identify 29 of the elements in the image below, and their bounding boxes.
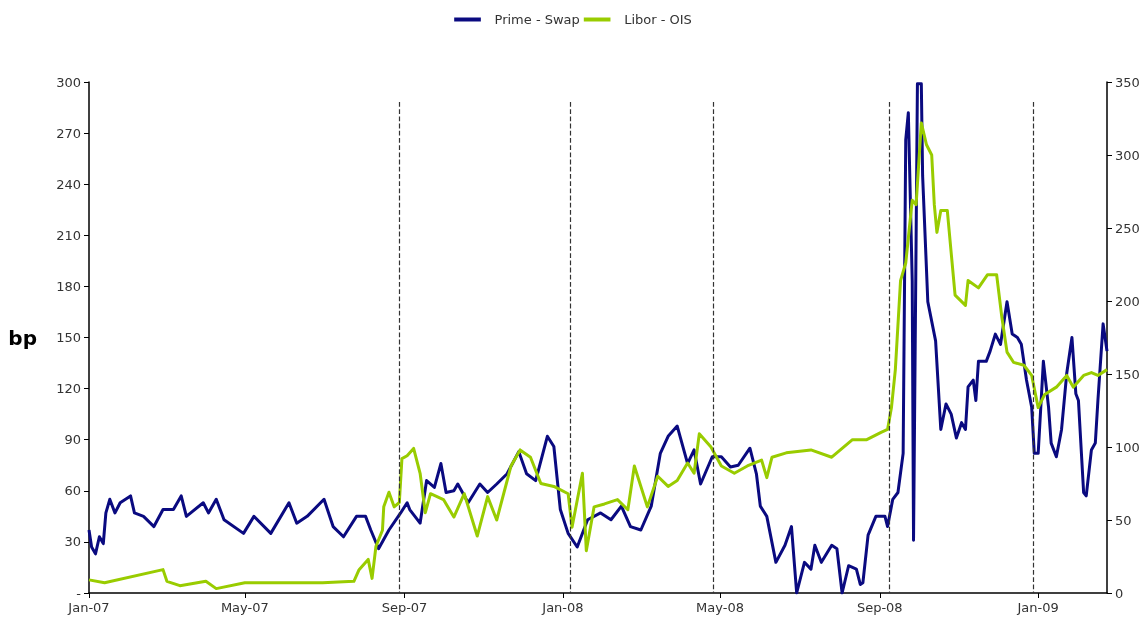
y2-tick-label: 250 bbox=[1115, 220, 1140, 236]
x-tick-label: Sep-08 bbox=[856, 600, 903, 615]
legend-label: Libor - OIS bbox=[624, 12, 692, 27]
y2-tick-label: 200 bbox=[1115, 293, 1140, 309]
y-tick-label: 150 bbox=[56, 330, 81, 345]
y-tick-label: 240 bbox=[56, 176, 81, 192]
y-tick-label: 270 bbox=[56, 125, 81, 141]
y2-tick-label: 150 bbox=[1115, 366, 1140, 382]
x-tick-label: Jan-09 bbox=[1016, 600, 1059, 615]
x-tick-label: Jan-07 bbox=[67, 600, 110, 615]
y2-tick-label: 100 bbox=[1115, 439, 1140, 455]
y-tick-label: 120 bbox=[56, 381, 81, 397]
x-tick-label: May-08 bbox=[696, 600, 744, 615]
y-tick-label: 90 bbox=[64, 432, 81, 448]
y-tick-label: 210 bbox=[56, 227, 81, 243]
legend-label: Prime - Swap bbox=[494, 12, 580, 27]
y2-tick-label: 50 bbox=[1115, 512, 1132, 528]
x-tick-label: May-07 bbox=[220, 600, 269, 615]
y-tick-label: - bbox=[76, 585, 82, 601]
y-tick-label: 30 bbox=[64, 534, 81, 550]
y-axis-title: bp bbox=[8, 325, 37, 350]
x-tick-label: Jan-08 bbox=[541, 600, 584, 615]
y-tick-label: 180 bbox=[56, 278, 81, 294]
y-tick-label: 60 bbox=[64, 483, 81, 499]
y2-tick-label: 300 bbox=[1115, 147, 1140, 163]
y2-tick-label: 350 bbox=[1115, 74, 1140, 90]
y-tick-label: 300 bbox=[56, 74, 81, 90]
x-tick-label: Sep-07 bbox=[381, 600, 428, 615]
y2-tick-label: 0 bbox=[1115, 585, 1124, 601]
